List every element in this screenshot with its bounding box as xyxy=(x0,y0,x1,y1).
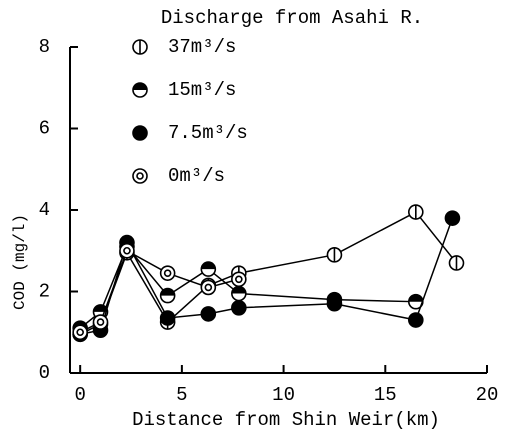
marker-ring xyxy=(132,168,148,184)
marker-half xyxy=(231,286,246,294)
marker xyxy=(200,261,217,277)
marker xyxy=(159,265,176,281)
x-tick-label: 0 xyxy=(74,384,85,406)
marker-inner xyxy=(123,246,131,255)
x-tick-label: 15 xyxy=(374,384,397,406)
marker xyxy=(326,247,343,263)
marker-ring xyxy=(444,210,461,226)
marker-inner xyxy=(163,269,172,277)
marker-inner xyxy=(235,275,243,284)
y-tick-label: 6 xyxy=(39,118,50,140)
marker xyxy=(159,310,176,326)
legend-label: 15m³/s xyxy=(168,79,236,101)
legend-marker xyxy=(132,125,148,141)
marker xyxy=(231,285,247,302)
marker xyxy=(448,255,465,271)
x-tick-label: 10 xyxy=(272,384,295,406)
legend-title: Discharge from Asahi R. xyxy=(161,7,423,29)
marker-half xyxy=(133,83,147,90)
marker-ring xyxy=(326,295,343,312)
marker xyxy=(444,210,461,226)
marker-inner xyxy=(96,318,105,326)
series-line xyxy=(80,217,454,336)
marker xyxy=(326,295,343,312)
legend-marker xyxy=(132,82,148,98)
marker-ring xyxy=(132,125,148,141)
marker-inner xyxy=(204,283,213,292)
marker-ring xyxy=(200,279,217,296)
y-tick-label: 8 xyxy=(39,36,50,58)
marker-half xyxy=(93,304,108,312)
marker-ring xyxy=(119,242,135,259)
marker-half xyxy=(408,294,423,302)
marker-ring xyxy=(72,324,88,341)
marker xyxy=(408,312,424,328)
marker-half xyxy=(160,288,175,296)
x-tick-label: 20 xyxy=(476,384,499,406)
marker xyxy=(200,306,217,322)
series-line xyxy=(79,211,458,335)
legend-label: 0m³/s xyxy=(168,165,225,187)
marker-half xyxy=(201,262,216,270)
marker xyxy=(159,287,176,304)
marker-inner xyxy=(76,328,84,337)
legend-label: 7.5m³/s xyxy=(168,122,248,144)
marker xyxy=(92,314,109,330)
marker-ring xyxy=(159,310,176,326)
marker-ring xyxy=(159,265,176,281)
marker xyxy=(408,293,424,310)
marker-inner xyxy=(136,172,144,180)
legend-marker xyxy=(132,39,148,55)
x-axis-label: Distance from Shin Weir(km) xyxy=(132,409,440,431)
marker-ring xyxy=(92,314,109,330)
y-tick-label: 4 xyxy=(39,199,50,221)
legend-label: 37m³/s xyxy=(168,36,236,58)
marker xyxy=(408,204,424,220)
y-axis-label: COD (mg/l) xyxy=(11,214,29,310)
series-line xyxy=(79,245,416,329)
marker xyxy=(231,271,247,288)
marker xyxy=(72,324,88,341)
marker xyxy=(119,242,135,259)
y-tick-label: 0 xyxy=(39,362,50,384)
marker-ring xyxy=(408,312,424,328)
marker-ring xyxy=(231,271,247,288)
legend-marker xyxy=(132,168,148,184)
marker xyxy=(231,299,247,316)
marker-ring xyxy=(200,306,217,322)
x-tick-label: 5 xyxy=(176,384,187,406)
marker xyxy=(200,279,217,296)
marker-ring xyxy=(231,299,247,316)
y-tick-label: 2 xyxy=(39,281,50,303)
